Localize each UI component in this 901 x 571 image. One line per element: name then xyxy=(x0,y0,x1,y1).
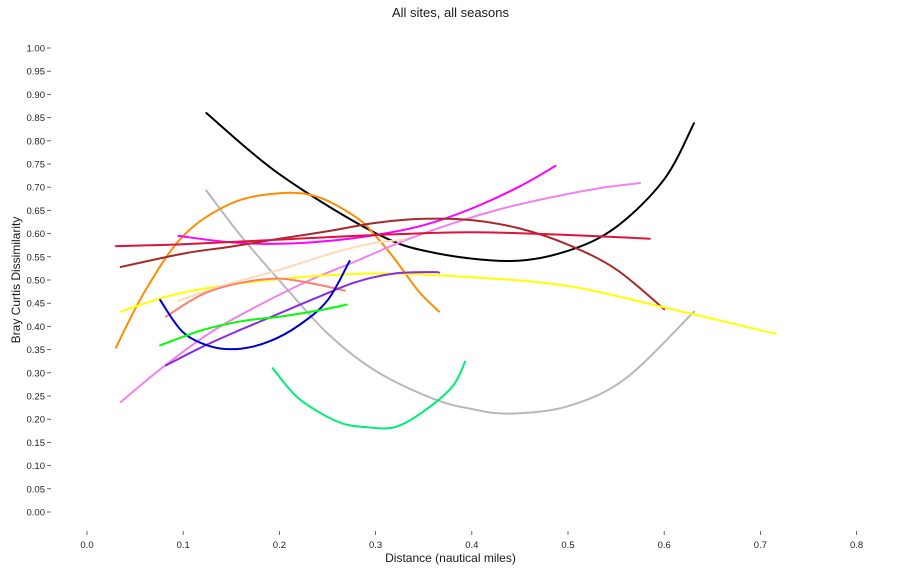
x-axis-label: Distance (nautical miles) xyxy=(385,551,516,565)
y-tick-label: 0.55 xyxy=(27,252,46,263)
x-tick-label: 0.5 xyxy=(561,540,574,551)
y-tick-label: 0.15 xyxy=(27,438,46,449)
chart-title: All sites, all seasons xyxy=(391,5,510,20)
series-line-7 xyxy=(114,231,651,248)
series-line-10 xyxy=(164,277,346,318)
series-line-12 xyxy=(159,260,351,351)
series-line-6 xyxy=(119,217,666,311)
y-tick-label: 0.75 xyxy=(27,160,46,171)
y-tick-label: 0.40 xyxy=(27,322,46,333)
y-tick-label: 0.25 xyxy=(27,392,46,403)
y-tick-label: 1.00 xyxy=(27,44,46,55)
series-line-9 xyxy=(177,238,406,302)
y-tick-label: 0.95 xyxy=(27,67,46,78)
y-tick-label: 0.10 xyxy=(27,461,46,472)
series-line-3 xyxy=(114,191,441,349)
x-tick-label: 0.2 xyxy=(273,540,286,551)
y-tick-label: 0.30 xyxy=(27,368,46,379)
x-tick-label: 0.6 xyxy=(658,540,671,551)
y-tick-label: 0.35 xyxy=(27,345,46,356)
y-axis: 0.00 0.05 0.10 0.15 0.20 0.25 0.30 0.35 0.40 0.45… xyxy=(27,44,51,519)
y-tick-label: 0.80 xyxy=(27,136,46,147)
series-layer xyxy=(114,112,777,430)
x-axis: 0.0 0.1 0.2 0.3 0.4 0.5 0.6 0.7 0.8 xyxy=(80,531,863,551)
y-tick-label: 0.05 xyxy=(27,484,46,495)
series-line-5 xyxy=(119,182,642,403)
series-line-13 xyxy=(159,303,348,347)
y-tick-label: 0.65 xyxy=(27,206,46,217)
x-tick-label: 0.0 xyxy=(80,540,93,551)
series-line-11 xyxy=(164,271,441,367)
x-tick-label: 0.8 xyxy=(850,540,863,551)
series-line-14 xyxy=(271,360,467,430)
series-line-1 xyxy=(205,112,695,263)
y-tick-label: 0.70 xyxy=(27,183,46,194)
series-line-8 xyxy=(119,272,777,335)
y-tick-label: 0.00 xyxy=(27,508,46,519)
y-tick-label: 0.60 xyxy=(27,229,46,240)
y-tick-label: 0.90 xyxy=(27,90,46,101)
x-tick-label: 0.4 xyxy=(465,540,478,551)
y-tick-label: 0.50 xyxy=(27,276,46,287)
y-tick-label: 0.20 xyxy=(27,415,46,426)
x-tick-label: 0.7 xyxy=(754,540,767,551)
y-tick-label: 0.85 xyxy=(27,113,46,124)
x-tick-label: 0.3 xyxy=(369,540,382,551)
x-tick-label: 0.1 xyxy=(177,540,190,551)
y-tick-label: 0.45 xyxy=(27,299,46,310)
